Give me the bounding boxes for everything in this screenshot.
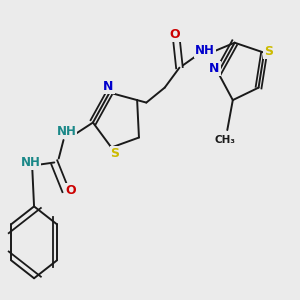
Text: NH: NH xyxy=(195,44,215,57)
Text: CH₃: CH₃ xyxy=(215,135,236,145)
Text: S: S xyxy=(264,45,273,58)
Text: N: N xyxy=(103,80,114,93)
Text: S: S xyxy=(110,147,119,160)
Text: O: O xyxy=(66,184,76,197)
Text: NH: NH xyxy=(56,125,76,138)
Text: O: O xyxy=(169,28,180,41)
Text: NH: NH xyxy=(20,156,40,169)
Text: N: N xyxy=(209,62,220,75)
